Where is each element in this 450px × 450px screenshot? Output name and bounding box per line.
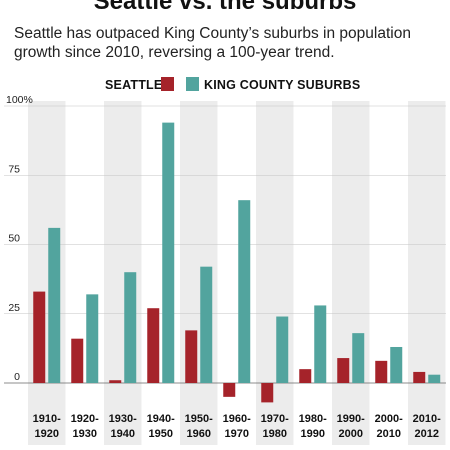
seattle-bar — [261, 383, 274, 403]
y-tick-label: 50 — [8, 233, 20, 245]
x-tick-label: 1920 — [35, 428, 59, 440]
x-tick-label: 1990- — [337, 413, 365, 425]
suburbs-bar — [124, 272, 137, 383]
chart-title: Seattle vs. the suburbs — [93, 0, 357, 15]
y-tick-label: 75 — [8, 163, 20, 175]
suburbs-bar — [200, 266, 213, 383]
suburbs-bar — [48, 227, 61, 383]
x-tick-label: 1910- — [33, 413, 61, 425]
x-tick-label: 1980 — [263, 428, 287, 440]
seattle-bar — [375, 360, 388, 383]
x-tick-label: 1970- — [261, 413, 289, 425]
legend-seattle-swatch — [161, 77, 174, 91]
x-tick-label: 2012 — [415, 428, 439, 440]
x-tick-label: 1950- — [185, 413, 213, 425]
seattle-bar — [337, 358, 350, 383]
legend-suburbs-swatch — [186, 77, 199, 91]
seattle-bar — [185, 330, 198, 383]
x-tick-label: 2010 — [377, 428, 401, 440]
legend-seattle-label: SEATTLE — [105, 78, 163, 92]
background-band — [332, 101, 370, 445]
x-tick-label: 1990 — [301, 428, 325, 440]
y-tick-label: 100% — [6, 94, 33, 106]
seattle-bar — [109, 380, 122, 383]
x-tick-label: 1970 — [225, 428, 249, 440]
seattle-bar — [413, 371, 426, 383]
y-tick-label: 0 — [14, 371, 20, 383]
x-tick-label: 2000 — [339, 428, 363, 440]
x-tick-label: 1960 — [187, 428, 211, 440]
seattle-bar — [71, 338, 84, 383]
suburbs-bar — [238, 200, 251, 383]
x-tick-label: 1930 — [73, 428, 97, 440]
seattle-bar — [33, 291, 46, 383]
x-tick-label: 1930- — [109, 413, 137, 425]
x-tick-label: 1940- — [147, 413, 175, 425]
x-tick-label: 1940 — [111, 428, 135, 440]
x-tick-label: 1920- — [71, 413, 99, 425]
x-tick-label: 2000- — [375, 413, 403, 425]
y-tick-label: 25 — [8, 302, 20, 314]
x-tick-label: 1980- — [299, 413, 327, 425]
suburbs-bar — [276, 316, 289, 383]
suburbs-bar — [86, 294, 99, 383]
legend: SEATTLE KING COUNTY SUBURBS — [0, 77, 450, 93]
suburbs-bar — [352, 333, 365, 383]
suburbs-bar — [428, 374, 441, 383]
suburbs-bar — [162, 122, 175, 384]
legend-suburbs-label: KING COUNTY SUBURBS — [204, 78, 361, 92]
suburbs-bar — [314, 305, 327, 383]
suburbs-bar — [390, 346, 403, 383]
chart-subtitle: Seattle has outpaced King County’s subur… — [14, 25, 411, 61]
x-tick-label: 1960- — [223, 413, 251, 425]
seattle-bar — [223, 383, 236, 397]
x-tick-label: 1950 — [149, 428, 173, 440]
seattle-bar — [299, 369, 312, 383]
x-tick-label: 2010- — [413, 413, 441, 425]
seattle-bar — [147, 308, 160, 383]
background-band — [408, 101, 446, 445]
